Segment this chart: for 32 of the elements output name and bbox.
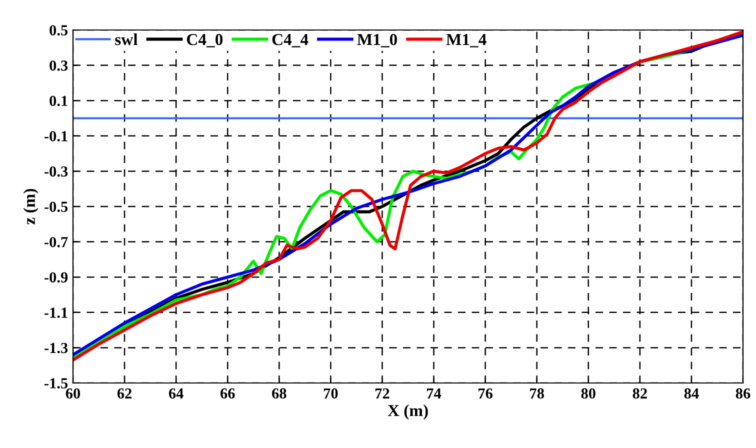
- legend-label: C4_0: [186, 34, 223, 48]
- y-tick-label: 0.5: [50, 25, 68, 36]
- x-tick-label: 86: [736, 388, 750, 399]
- x-tick-label: 68: [272, 388, 286, 399]
- y-tick-label: -0.7: [44, 236, 68, 248]
- y-tick-label: -1.5: [44, 378, 68, 389]
- y-tick-label: -0.1: [44, 131, 68, 142]
- y-tick-label: 0.3: [50, 60, 68, 71]
- x-tick-label: 66: [220, 388, 235, 399]
- x-tick-label: 78: [530, 388, 544, 399]
- legend-label: M1_4: [446, 34, 486, 48]
- x-tick-label: 64: [168, 388, 184, 399]
- x-tick-label: 84: [684, 388, 699, 399]
- x-tick-label: 76: [478, 388, 492, 399]
- y-tick-label: -0.5: [44, 202, 68, 212]
- x-tick-label: 72: [375, 388, 390, 398]
- legend-label: swl: [115, 33, 138, 46]
- x-tick-label: 70: [324, 388, 338, 399]
- x-tick-label: 62: [117, 388, 132, 399]
- legend-label: M1_0: [357, 34, 397, 48]
- x-axis-title: X (m): [388, 404, 428, 420]
- y-axis-title: z (m): [23, 188, 38, 224]
- x-tick-label: 82: [632, 388, 647, 399]
- y-tick-label: -1.3: [44, 342, 68, 354]
- y-tick-label: -1.1: [44, 308, 68, 318]
- y-tick-label: -0.9: [44, 272, 68, 283]
- legend-label: C4_4: [272, 34, 308, 48]
- y-tick-label: -0.3: [44, 166, 68, 177]
- x-tick-label: 60: [66, 388, 80, 399]
- y-tick-label: 0.1: [50, 96, 68, 106]
- x-tick-label: 74: [427, 388, 442, 398]
- x-tick-label: 80: [581, 388, 596, 399]
